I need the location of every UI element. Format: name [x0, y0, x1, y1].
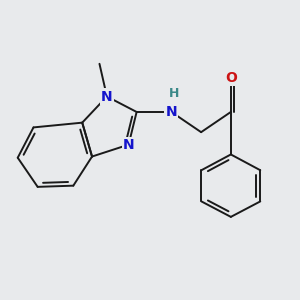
Text: H: H [169, 87, 180, 100]
Text: O: O [225, 71, 237, 85]
Text: N: N [101, 89, 113, 103]
Text: N: N [123, 138, 134, 152]
Text: N: N [166, 105, 177, 119]
